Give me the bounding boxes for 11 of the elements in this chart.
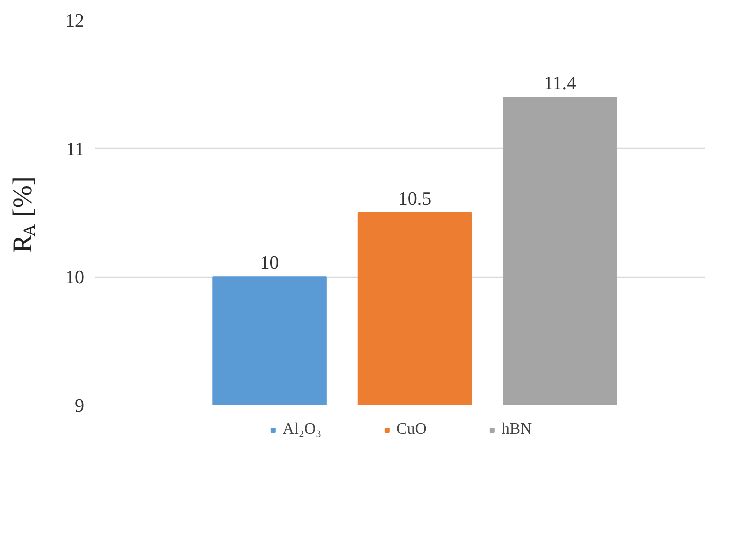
y-tick-label: 11	[66, 139, 84, 160]
legend-label: hBN	[502, 421, 532, 439]
y-tick-label: 12	[66, 11, 84, 32]
legend-label: CuO	[396, 421, 427, 439]
data-label: 10	[260, 253, 280, 274]
y-axis-title: RA [%]	[8, 176, 39, 253]
legend-label: Al₂O₃	[282, 421, 322, 439]
y-tick-label: 10	[66, 268, 84, 289]
y-tick-label: 9	[75, 396, 84, 417]
data-label: 11.4	[544, 74, 578, 94]
data-label: 10.5	[398, 189, 432, 210]
